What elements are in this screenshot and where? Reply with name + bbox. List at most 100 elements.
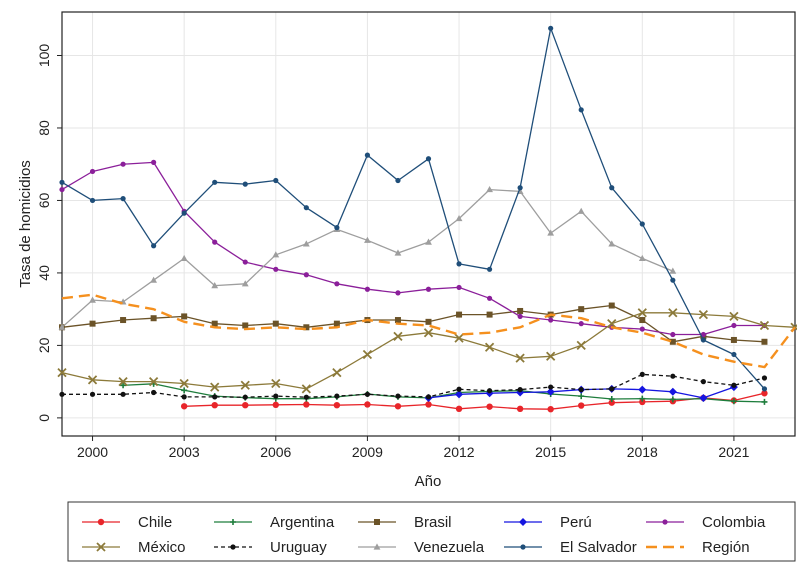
x-tick-label: 2009 (352, 444, 383, 460)
data-point (211, 282, 219, 289)
legend-item-brasil: Brasil (358, 514, 452, 531)
data-point (698, 309, 709, 320)
data-point (759, 320, 770, 331)
data-point (241, 280, 249, 287)
y-tick-label: 60 (36, 192, 52, 208)
series-colombia (59, 159, 768, 338)
data-point (730, 398, 737, 405)
data-point (577, 207, 585, 214)
data-point (425, 401, 432, 408)
data-point (699, 393, 708, 402)
data-point (303, 324, 310, 331)
data-point (669, 396, 676, 403)
data-point (731, 382, 737, 388)
x-tick-label: 2000 (77, 444, 108, 460)
data-point (486, 311, 493, 318)
data-point (242, 394, 248, 400)
data-point (425, 286, 432, 292)
data-point (301, 384, 311, 394)
series-line (61, 27, 765, 390)
data-point (181, 394, 187, 400)
x-axis: 2000 2003 2006 2009 2012 2015 2018 2021 (77, 436, 750, 460)
data-point (729, 311, 739, 322)
data-point (273, 266, 279, 272)
data-point (700, 337, 706, 343)
data-point (517, 307, 524, 314)
data-point (425, 238, 432, 245)
data-point (700, 331, 706, 338)
data-point (230, 519, 236, 525)
data-point (242, 401, 249, 409)
data-point (240, 380, 250, 390)
x-tick-label: 2003 (169, 444, 200, 460)
data-point (731, 322, 737, 329)
legend-label: El Salvador (560, 539, 637, 556)
data-point (608, 302, 615, 309)
data-point (181, 210, 187, 216)
data-point (668, 308, 678, 318)
data-point (333, 320, 340, 327)
data-point (639, 317, 646, 324)
data-point (639, 326, 645, 332)
data-point (517, 313, 523, 320)
legend-item-chile: Chile (82, 514, 172, 531)
data-point (394, 249, 402, 256)
data-point (334, 281, 340, 287)
legend-label: Venezuela (414, 539, 485, 556)
data-point (639, 371, 645, 377)
data-point (670, 373, 676, 379)
data-point (547, 229, 555, 236)
data-point (609, 386, 615, 392)
data-point (242, 322, 249, 329)
series-region (61, 293, 796, 369)
data-point (547, 405, 554, 413)
data-point (608, 396, 615, 403)
data-point (761, 390, 768, 397)
series-line (61, 304, 765, 343)
data-point (89, 168, 96, 175)
data-point (517, 387, 523, 393)
data-point (668, 387, 677, 396)
data-point (761, 398, 768, 405)
data-point (271, 378, 281, 389)
data-point (302, 240, 310, 247)
data-point (761, 375, 768, 381)
x-tick-label: 2018 (627, 444, 658, 460)
data-point (486, 266, 493, 272)
data-point (89, 197, 96, 204)
data-point (230, 544, 236, 550)
data-point (520, 544, 526, 550)
data-point (334, 225, 340, 231)
data-point (242, 181, 248, 187)
data-point (362, 349, 373, 360)
data-point (180, 403, 188, 410)
data-point (151, 243, 157, 249)
data-point (120, 196, 126, 202)
data-point (609, 185, 615, 191)
data-point (486, 185, 493, 193)
data-point (303, 272, 309, 278)
data-point (608, 240, 616, 247)
y-tick-label: 80 (36, 120, 52, 136)
data-point (181, 387, 188, 394)
data-point (151, 389, 157, 396)
data-point (364, 236, 371, 243)
series-layer (57, 25, 797, 413)
data-point (303, 394, 309, 400)
y-tick-label: 20 (36, 337, 52, 353)
data-point (425, 156, 432, 162)
legend-label: Región (702, 539, 750, 556)
data-point (273, 177, 279, 184)
data-point (364, 401, 371, 408)
data-point (393, 331, 403, 341)
data-point (519, 518, 527, 526)
data-point (548, 384, 554, 390)
legend-item-region: Región (646, 539, 750, 556)
data-point (669, 338, 676, 345)
data-point (395, 177, 401, 184)
data-point (516, 405, 524, 413)
data-point (87, 375, 98, 385)
y-axis: 0 20 40 60 80 100 (36, 44, 62, 422)
data-point (89, 296, 96, 303)
data-point (669, 267, 677, 274)
